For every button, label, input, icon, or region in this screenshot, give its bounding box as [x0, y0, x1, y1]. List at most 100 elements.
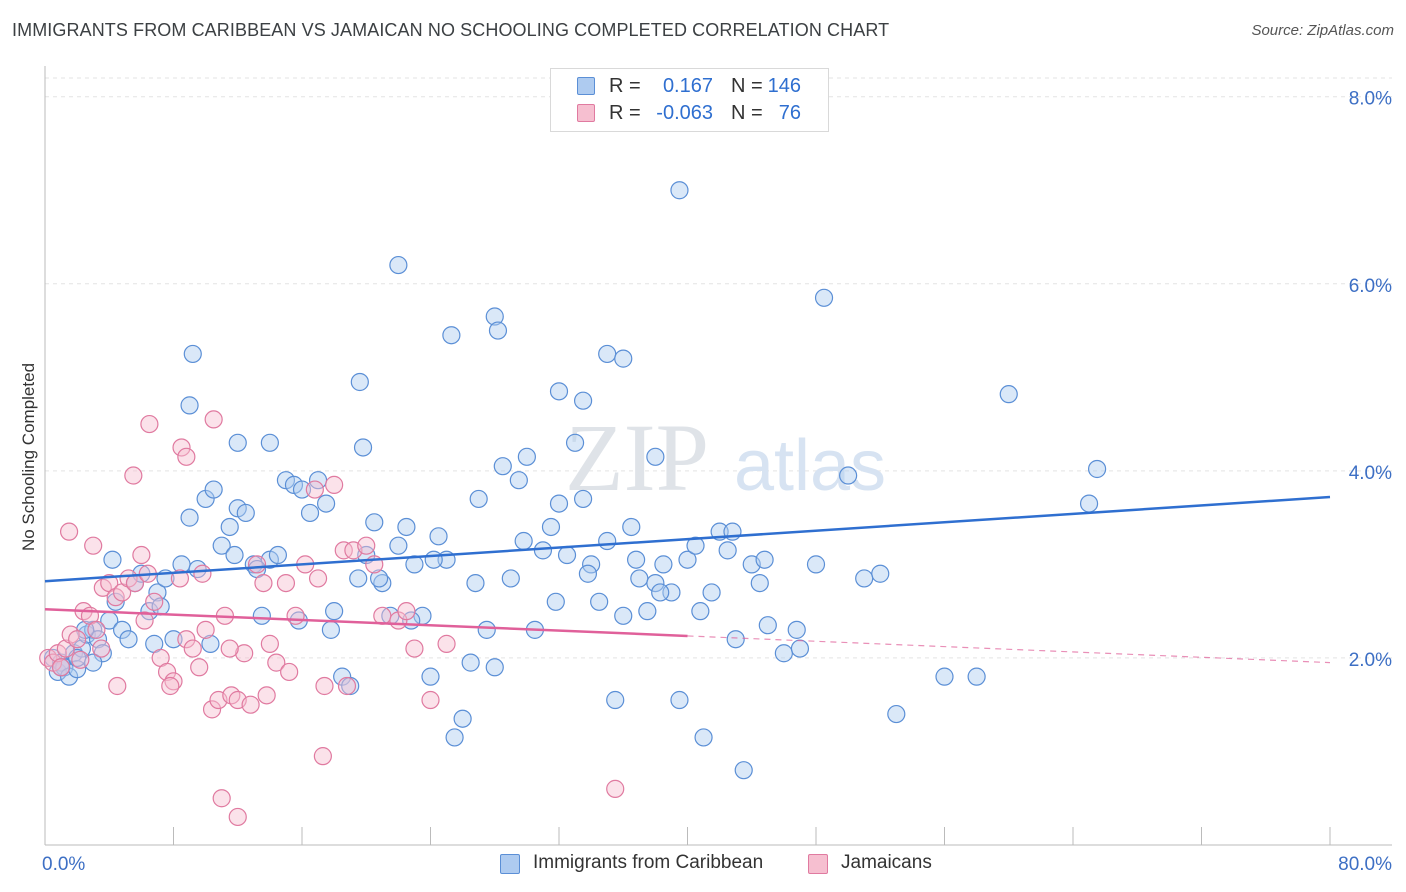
y-tick-labels: 2.0% 4.0% 6.0% 8.0% — [1349, 89, 1392, 671]
legend-n-label: N = — [731, 75, 763, 97]
data-point — [132, 545, 151, 565]
data-point — [300, 503, 320, 523]
legend-row-caribbean: R = 0.167 N = 146 — [551, 73, 828, 99]
data-point — [573, 391, 593, 410]
data-point — [365, 513, 384, 532]
data-point — [437, 634, 456, 653]
data-point — [357, 536, 376, 555]
data-point — [485, 658, 504, 677]
data-point — [228, 433, 247, 452]
data-point — [485, 307, 504, 326]
data-point — [325, 602, 344, 621]
legend-n-label: N = — [731, 102, 763, 124]
data-point — [72, 639, 92, 658]
data-point — [493, 457, 512, 476]
data-point — [103, 550, 122, 569]
data-point — [196, 620, 215, 639]
data-point — [389, 536, 408, 555]
y-axis-label: No Schooling Completed — [19, 363, 38, 551]
legend-swatch-blue — [500, 854, 520, 874]
data-point — [106, 592, 125, 611]
data-point — [469, 489, 488, 509]
y-tick-label: 2.0% — [1349, 650, 1392, 671]
data-point — [84, 536, 103, 555]
data-point — [276, 573, 296, 593]
legend-label: Immigrants from Caribbean — [533, 852, 764, 873]
data-point — [305, 480, 324, 499]
data-point — [546, 592, 565, 611]
legend-swatch-pink — [808, 854, 828, 874]
data-point — [51, 658, 71, 677]
data-point — [145, 592, 164, 611]
data-point — [193, 564, 212, 583]
data-point — [541, 517, 561, 537]
trend-lines — [44, 495, 1331, 664]
chart-title: IMMIGRANTS FROM CARIBBEAN VS JAMAICAN NO… — [12, 20, 890, 40]
series-jamaicans-points — [39, 410, 625, 827]
data-point — [461, 653, 480, 672]
data-point — [170, 569, 190, 588]
data-point — [806, 555, 826, 574]
data-point — [204, 480, 223, 499]
data-point — [573, 489, 593, 509]
data-point — [1087, 459, 1107, 479]
data-point — [254, 573, 273, 593]
data-point — [260, 433, 279, 452]
data-point — [172, 438, 191, 457]
data-point — [135, 611, 154, 630]
y-tick-label: 4.0% — [1349, 463, 1392, 484]
data-point — [313, 747, 332, 766]
legend-n-value: 146 — [767, 75, 801, 97]
trend-line-jamaicans — [44, 608, 688, 638]
data-point — [565, 433, 585, 452]
data-point — [235, 644, 254, 663]
data-point — [405, 639, 424, 658]
data-point — [397, 602, 416, 621]
data-point — [177, 630, 196, 649]
data-point — [92, 639, 111, 658]
data-point — [646, 447, 665, 466]
data-point — [280, 662, 299, 682]
y-tick-label: 8.0% — [1349, 89, 1392, 110]
data-point — [429, 527, 448, 546]
x-tick-label-min: 0.0% — [42, 854, 85, 875]
data-point — [445, 728, 464, 747]
watermark: ZIP atlas — [565, 404, 886, 511]
data-point — [424, 550, 443, 569]
data-point — [758, 616, 777, 635]
data-point — [202, 700, 222, 719]
data-point — [606, 779, 625, 798]
data-point — [598, 344, 617, 364]
data-point — [349, 569, 368, 588]
data-point — [286, 606, 305, 625]
data-point — [112, 620, 132, 639]
data-point — [228, 807, 247, 827]
data-point — [598, 531, 617, 551]
data-point — [87, 620, 106, 639]
data-point — [119, 630, 138, 649]
data-point — [68, 630, 87, 649]
data-point — [887, 704, 906, 724]
data-point — [726, 630, 745, 649]
data-point — [646, 573, 665, 593]
data-point — [353, 438, 373, 457]
data-point — [421, 667, 440, 686]
data-point — [514, 531, 533, 551]
data-point — [140, 602, 159, 621]
data-point — [855, 569, 874, 588]
data-point — [517, 447, 536, 466]
data-point — [350, 372, 369, 392]
grid-lines — [45, 77, 1392, 659]
data-point — [268, 545, 288, 565]
data-point — [183, 344, 202, 364]
data-point — [466, 573, 485, 593]
data-point — [397, 517, 416, 537]
data-point — [220, 517, 239, 537]
data-point — [180, 508, 199, 527]
y-tick-label: 6.0% — [1349, 276, 1392, 297]
data-point — [220, 639, 239, 658]
source-label: Source: ZipAtlas.com — [1251, 22, 1394, 39]
data-point — [734, 761, 753, 780]
data-point — [630, 569, 649, 588]
